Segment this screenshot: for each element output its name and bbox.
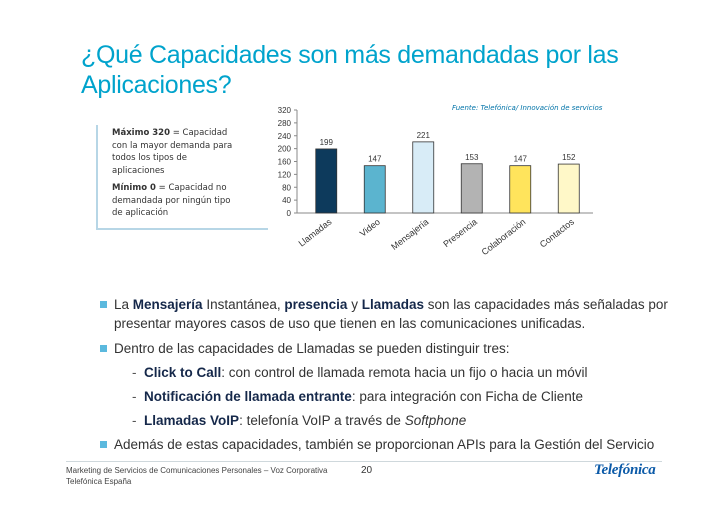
dash: - (132, 413, 137, 428)
bullet-1-text-a: La (114, 297, 133, 312)
telefonica-logo: Telefónica (594, 462, 656, 478)
y-tick-label: 280 (278, 119, 292, 128)
bullet-1-presencia: presencia (284, 297, 348, 312)
x-tick-label: Colaboración (480, 217, 528, 258)
footer-divider (66, 461, 662, 462)
sub-bullet-1: - Click to Call: con control de llamada … (132, 365, 588, 380)
bar-mensajería (412, 141, 435, 214)
page-number: 20 (361, 465, 373, 476)
bar-value-label: 221 (417, 131, 431, 140)
y-tick-label: 200 (278, 145, 292, 154)
bar-value-label: 199 (320, 138, 334, 147)
y-tick-label: 0 (287, 209, 292, 218)
min-note-text-2: demandada por ningún tipo (112, 195, 231, 206)
bullet-2: Dentro de las capacidades de Llamadas se… (114, 341, 510, 356)
bullet-1-line-1: La Mensajería Instantánea, presencia y L… (114, 297, 668, 312)
bar-video (363, 165, 386, 214)
sub-bullet-3: - Llamadas VoIP: telefonía VoIP a través… (132, 413, 466, 428)
dash: - (132, 365, 137, 380)
slide-title: ¿Qué Capacidades son más demandadas por … (81, 40, 641, 100)
llamadas-voip: Llamadas VoIP (144, 413, 240, 428)
bullet-1-line-2: presentar mayores casos de uso que tiene… (114, 316, 586, 331)
x-tick-label: Video (358, 217, 382, 239)
title-line-2: Aplicaciones? (81, 71, 232, 99)
y-tick-label: 80 (282, 183, 291, 192)
bar-presencia (460, 163, 483, 214)
bullet-marker (100, 301, 107, 308)
x-tick-label: Presencia (441, 217, 479, 250)
y-tick-label: 160 (278, 158, 292, 167)
bullet-1-text-e: y (347, 297, 362, 312)
footer-line-2: Telefónica España (66, 477, 132, 486)
x-tick-label: Llamadas (297, 216, 334, 248)
notificacion-llamada: Notificación de llamada entrante (144, 389, 352, 404)
legend-bracket (96, 125, 268, 230)
bullet-3: Además de estas capacidades, también se … (114, 437, 655, 452)
x-tick-label: Mensajería (389, 217, 430, 252)
min-note: Mínimo 0 = Capacidad no demandada por ni… (112, 182, 262, 220)
sub-bullet-3-text: : telefonía VoIP a través de (239, 413, 405, 428)
y-tick-label: 120 (278, 170, 292, 179)
bullet-marker (100, 345, 107, 352)
max-note-text-4: aplicaciones (112, 165, 165, 176)
softphone: Softphone (404, 413, 467, 428)
max-note-text-3: todos los tipos de (112, 153, 187, 163)
chart-source: Fuente: Telefónica/ Innovación de servic… (452, 104, 603, 112)
bar-colaboración (509, 165, 532, 214)
max-note-label: Máximo 320 (112, 128, 170, 138)
footer-line-1: Marketing de Servicios de Comunicaciones… (66, 466, 328, 475)
bar-llamadas (315, 148, 338, 214)
bullet-1-text-c: Instantánea, (202, 297, 285, 312)
bar-value-label: 152 (562, 153, 576, 162)
title-line-1: ¿Qué Capacidades son más demandadas por … (81, 41, 619, 69)
x-tick-label: Contactos (538, 216, 576, 249)
bullet-1-text-g: son las capacidades más señaladas por (423, 297, 668, 312)
min-note-label: Mínimo 0 (112, 183, 156, 193)
bullet-1-mensajeria: Mensajería (132, 297, 203, 312)
y-tick-label: 40 (282, 196, 291, 205)
bar-contactos (557, 163, 580, 214)
max-note-text-1: = Capacidad (170, 128, 228, 138)
bar-value-label: 147 (514, 155, 528, 164)
bar-value-label: 147 (368, 155, 382, 164)
sub-bullet-2: - Notificación de llamada entrante: para… (132, 389, 583, 404)
sub-bullet-1-text: : con control de llamada remota hacia un… (221, 365, 588, 380)
sub-bullet-2-text: : para integración con Ficha de Cliente (351, 389, 583, 404)
bullet-1-llamadas: Llamadas (361, 297, 424, 312)
bar-value-label: 153 (465, 153, 479, 162)
dash: - (132, 389, 137, 404)
y-tick-label: 240 (278, 132, 292, 141)
min-note-text-3: de aplicación (112, 208, 169, 218)
bar-chart: 0 40 80 120 160 200 240 280 320 199 Llamadas 147 Vid… (278, 106, 593, 258)
max-note: Máximo 320 = Capacidad con la mayor dema… (112, 127, 262, 177)
max-note-text-2: con la mayor demanda para (112, 140, 233, 151)
y-tick-label: 320 (278, 106, 292, 115)
footer-text: Marketing de Servicios de Comunicaciones… (66, 465, 327, 487)
bullet-marker (100, 441, 107, 448)
click-to-call: Click to Call (144, 365, 222, 380)
min-note-text-1: = Capacidad no (155, 183, 227, 193)
